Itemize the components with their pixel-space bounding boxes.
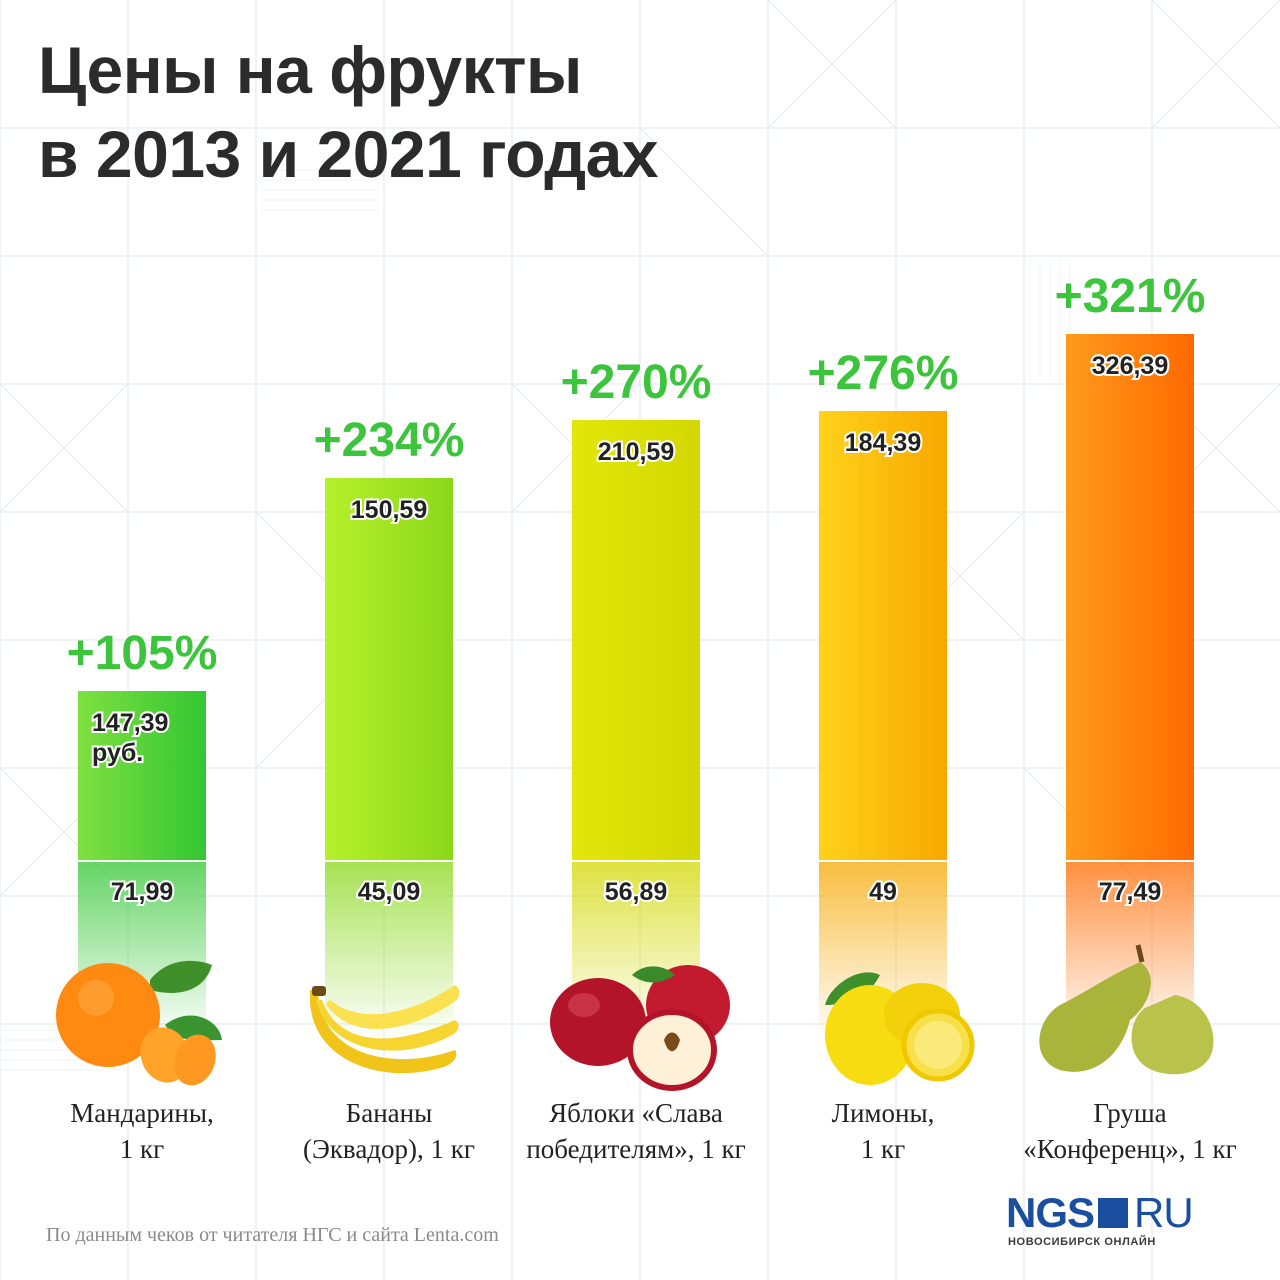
value-label-2013-2: 56,89 xyxy=(605,878,668,906)
bar-2021-1 xyxy=(325,478,453,860)
logo-square-icon xyxy=(1098,1198,1129,1228)
apple-icon xyxy=(550,965,730,1091)
category-label-4-line-0: Груша xyxy=(1093,1098,1166,1128)
change-label-0: +105% xyxy=(67,627,218,680)
logo-brand-text: NGS xyxy=(1006,1189,1095,1236)
mandarin-icon xyxy=(56,960,222,1086)
bar-2021-3 xyxy=(819,411,947,860)
value-label-2021-0: 147,39 xyxy=(92,709,168,737)
category-label-3-line-0: Лимоны, xyxy=(832,1098,935,1128)
change-label-2: +270% xyxy=(561,356,712,409)
bar-2021-2 xyxy=(572,420,700,860)
value-label-2021-4: 326,39 xyxy=(1092,352,1168,380)
lemon-icon xyxy=(825,972,975,1085)
value-label-2021-2: 210,59 xyxy=(598,438,674,466)
category-label-2-line-0: Яблоки «Слава xyxy=(549,1098,723,1128)
source-note: По данным чеков от читателя НГС и сайта … xyxy=(46,1224,499,1246)
title-line-2: в 2013 и 2021 годах xyxy=(38,117,659,191)
category-label-3-line-1: 1 кг xyxy=(861,1134,905,1164)
change-label-3: +276% xyxy=(808,347,959,400)
banana-icon xyxy=(309,985,460,1074)
fruit-illustrations xyxy=(56,944,1214,1091)
pear-icon xyxy=(1039,944,1214,1075)
category-label-4-line-1: «Конференц», 1 кг xyxy=(1023,1134,1236,1164)
logo-wordmark: NGS RU xyxy=(1006,1189,1194,1236)
value-label-2013-4: 77,49 xyxy=(1099,878,1162,906)
logo-tagline: НОВОСИБИРСК ОНЛАЙН xyxy=(1008,1236,1156,1248)
category-label-0-line-1: 1 кг xyxy=(120,1134,164,1164)
bar-2021-4 xyxy=(1066,334,1194,860)
logo-domain-text: RU xyxy=(1134,1189,1194,1236)
bar-2021-0 xyxy=(78,691,206,860)
category-label-1-line-1: (Эквадор), 1 кг xyxy=(303,1134,475,1164)
title-line-1: Цены на фрукты xyxy=(38,33,582,107)
value-label-2021-1: 150,59 xyxy=(351,496,427,524)
value-label-2021-3: 184,39 xyxy=(845,429,921,457)
value-label-2013-3: 49 xyxy=(869,878,897,906)
category-label-2-line-1: победителям», 1 кг xyxy=(526,1134,745,1164)
category-label-0-line-0: Мандарины, xyxy=(70,1098,213,1128)
category-label-1-line-0: Бананы xyxy=(346,1098,433,1128)
value-label-2013-0: 71,99 xyxy=(111,878,174,906)
value-label-2013-1: 45,09 xyxy=(358,878,421,906)
value-unit-label: руб. xyxy=(92,739,143,767)
ngs-logo[interactable]: NGS RU НОВОСИБИРСК ОНЛАЙН xyxy=(1006,1192,1246,1252)
chart-title: Цены на фрукты в 2013 и 2021 годах xyxy=(38,28,938,196)
change-label-4: +321% xyxy=(1055,270,1206,323)
change-label-1: +234% xyxy=(314,414,465,467)
